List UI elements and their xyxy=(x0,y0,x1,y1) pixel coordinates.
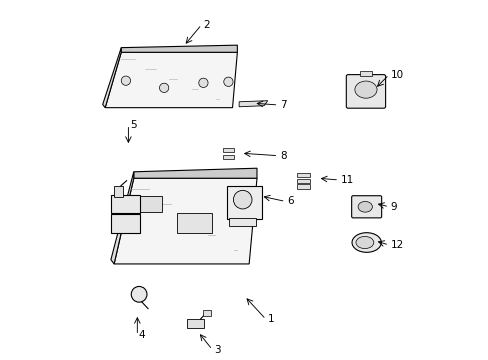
Text: 12: 12 xyxy=(390,240,403,250)
Text: 5: 5 xyxy=(130,120,136,130)
Circle shape xyxy=(159,83,168,93)
Bar xyxy=(187,319,204,328)
Circle shape xyxy=(121,76,130,85)
Text: 10: 10 xyxy=(390,69,403,80)
Circle shape xyxy=(233,190,251,209)
Bar xyxy=(223,148,233,153)
Polygon shape xyxy=(111,172,134,264)
Polygon shape xyxy=(121,45,237,52)
Circle shape xyxy=(131,287,147,302)
Text: 1: 1 xyxy=(267,314,273,324)
Polygon shape xyxy=(134,168,257,178)
Bar xyxy=(114,186,123,197)
Ellipse shape xyxy=(354,81,376,98)
Bar xyxy=(296,179,309,183)
Circle shape xyxy=(198,78,207,87)
Ellipse shape xyxy=(355,237,373,249)
FancyBboxPatch shape xyxy=(346,75,385,108)
Text: 2: 2 xyxy=(203,19,209,30)
Bar xyxy=(203,310,211,316)
Bar xyxy=(223,155,233,159)
Bar xyxy=(135,196,162,212)
Polygon shape xyxy=(102,48,121,108)
Bar xyxy=(359,71,372,76)
Ellipse shape xyxy=(357,202,372,212)
Text: 6: 6 xyxy=(286,197,293,206)
Bar xyxy=(229,218,256,226)
Text: 8: 8 xyxy=(279,151,286,161)
Text: 3: 3 xyxy=(213,345,220,355)
Circle shape xyxy=(224,77,233,86)
Polygon shape xyxy=(239,101,267,107)
Text: 7: 7 xyxy=(279,100,286,110)
Text: 4: 4 xyxy=(139,330,145,341)
Bar xyxy=(296,184,309,189)
Text: 11: 11 xyxy=(340,175,353,185)
Text: 9: 9 xyxy=(390,202,396,212)
Ellipse shape xyxy=(351,233,381,252)
Polygon shape xyxy=(105,52,237,108)
FancyBboxPatch shape xyxy=(351,196,381,218)
Bar xyxy=(296,173,309,177)
Bar xyxy=(110,214,140,233)
Bar xyxy=(227,186,261,219)
Polygon shape xyxy=(114,178,257,264)
Bar xyxy=(176,213,212,233)
Bar xyxy=(110,195,140,213)
